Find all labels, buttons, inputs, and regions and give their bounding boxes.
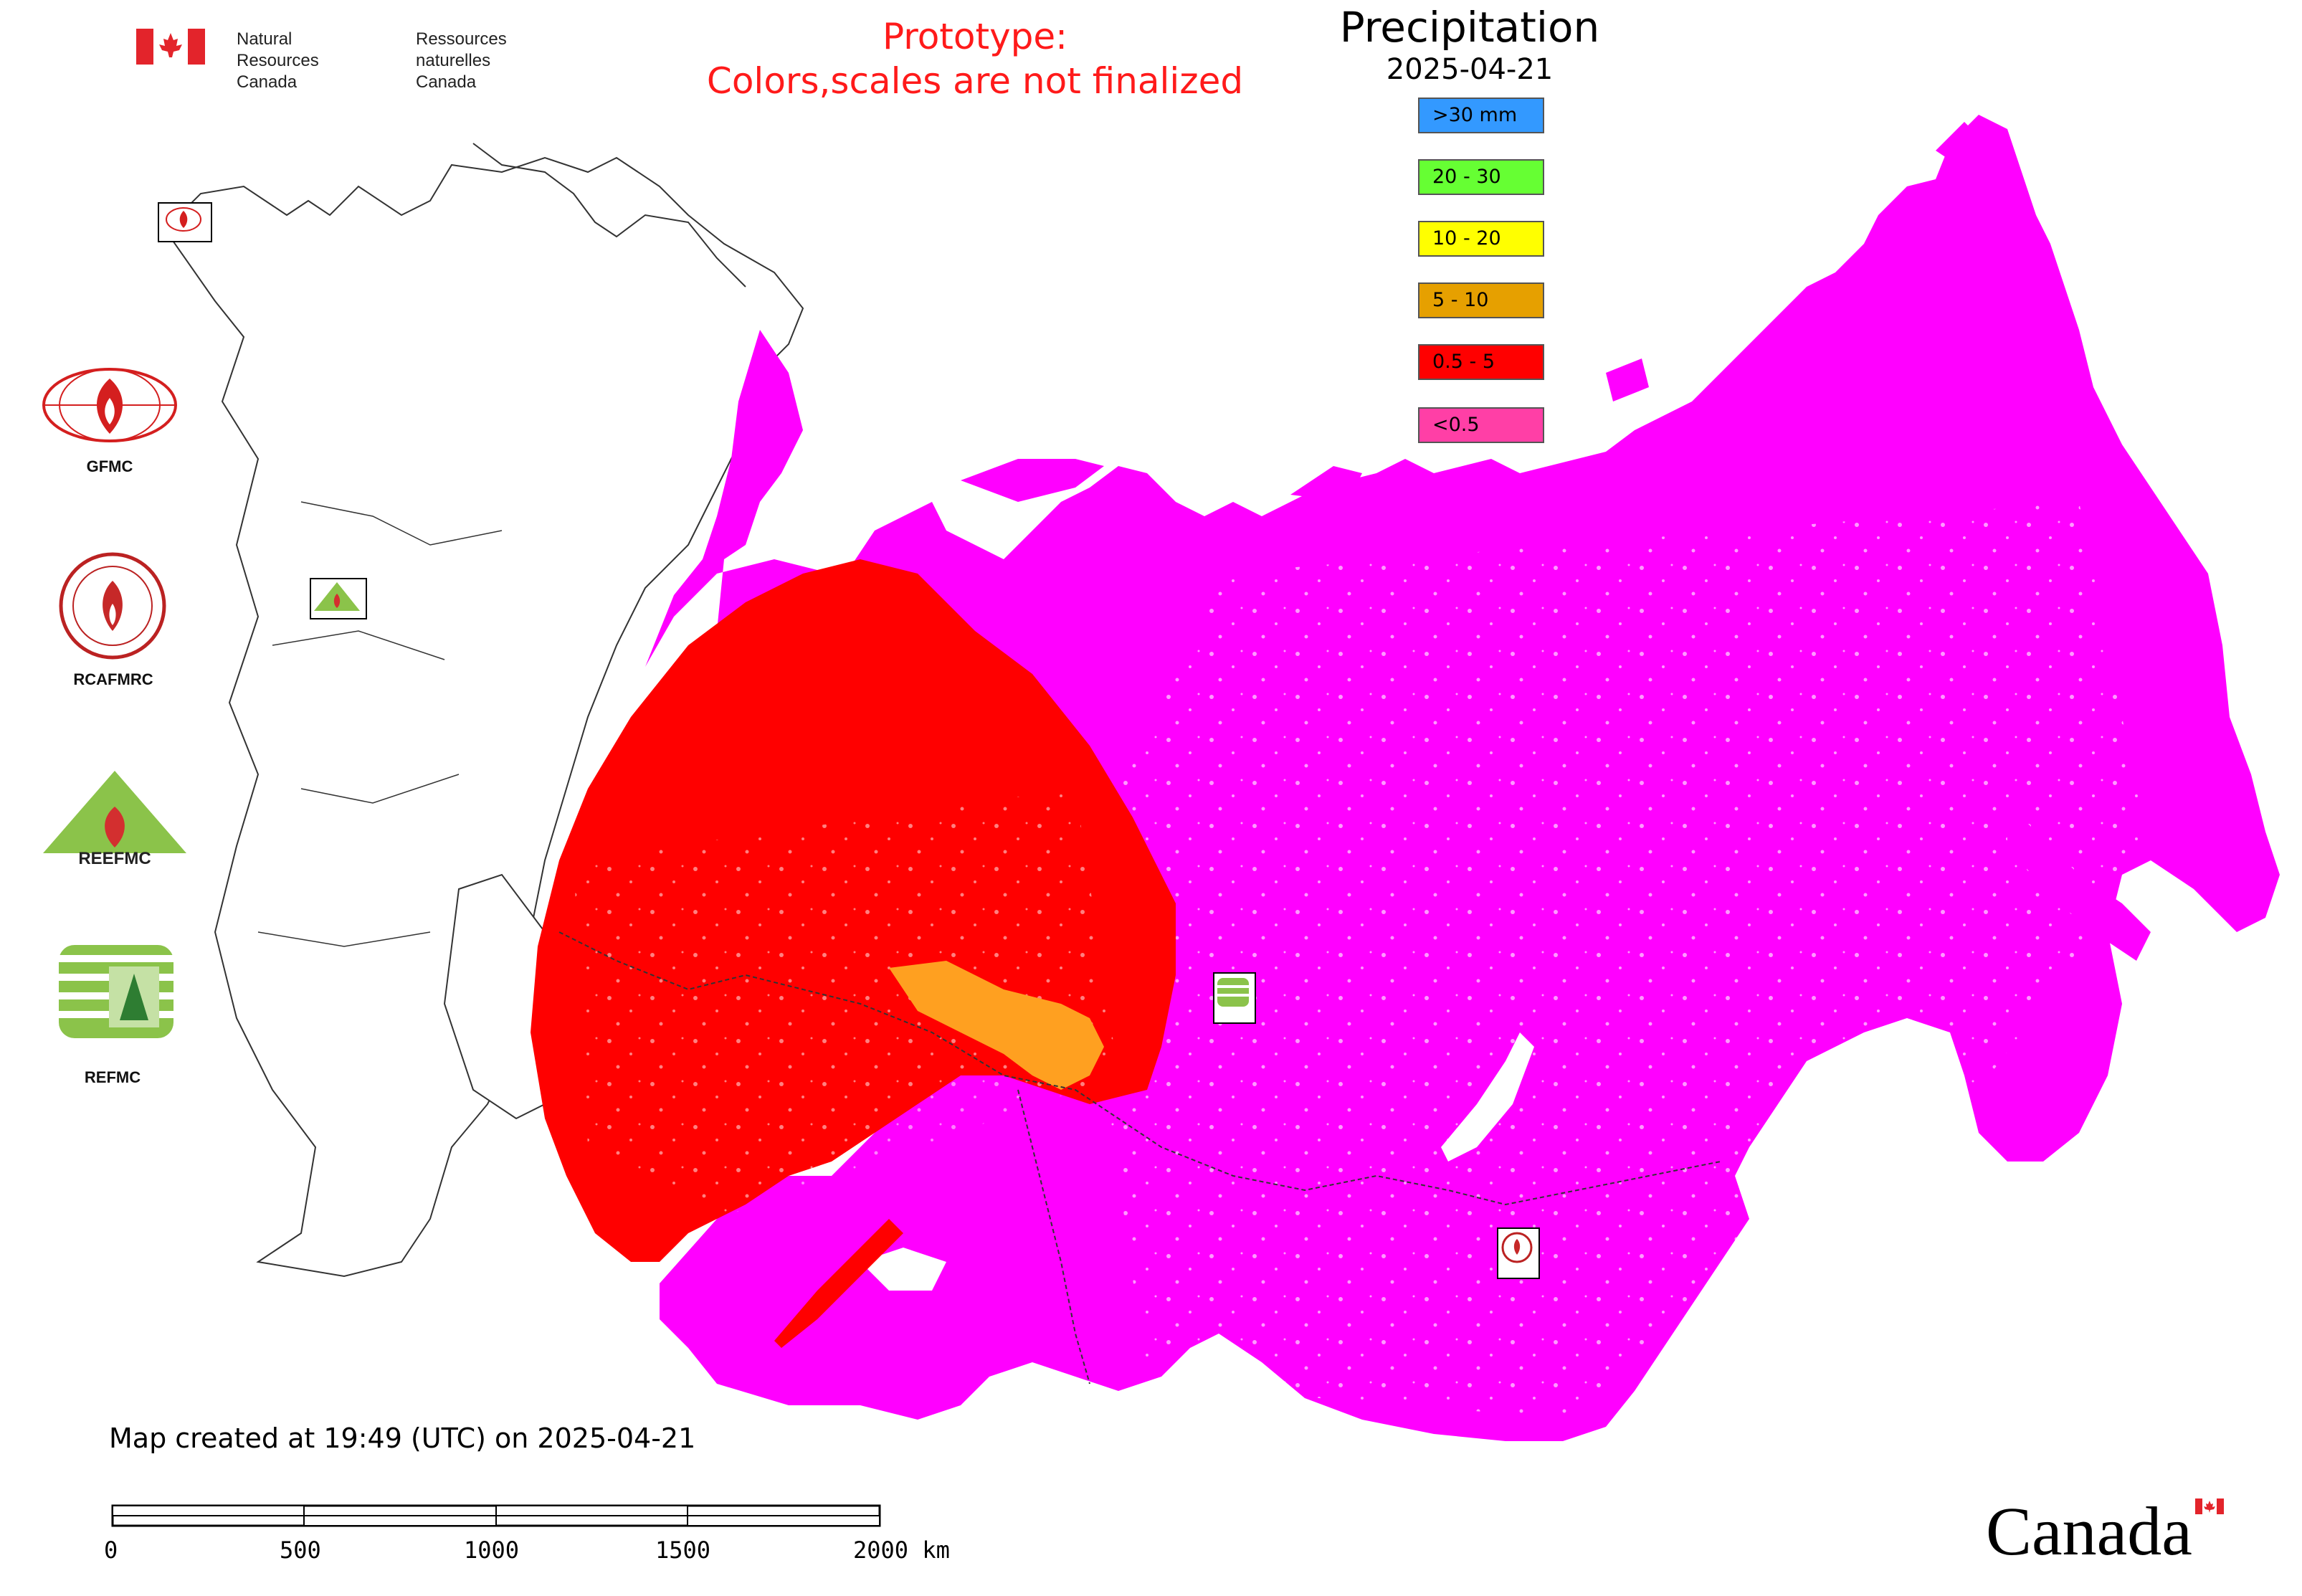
refmc-logo-icon bbox=[59, 945, 173, 1041]
moderate-precip-area bbox=[889, 961, 1104, 1090]
map-date: 2025-04-21 bbox=[1386, 53, 1554, 86]
legend-item: 0.5 - 5 bbox=[1418, 344, 1544, 380]
legend-item: 20 - 30 bbox=[1418, 159, 1544, 195]
reefmc-marker-icon[interactable] bbox=[310, 578, 367, 619]
nrcan-english-name: Natural Resources Canada bbox=[237, 29, 319, 92]
legend-item: >30 mm bbox=[1418, 98, 1544, 133]
legend-item: <0.5 bbox=[1418, 407, 1544, 443]
map-creation-caption: Map created at 19:49 (UTC) on 2025-04-21 bbox=[109, 1422, 696, 1454]
scale-tick-label: 0 bbox=[104, 1536, 118, 1564]
org-label-refmc: REFMC bbox=[84, 1068, 141, 1086]
map-title: Precipitation bbox=[1339, 3, 1600, 52]
light-precip-area bbox=[531, 559, 1176, 1348]
org-label-rcafmrc: RCAFMRC bbox=[73, 670, 153, 688]
org-label-gfmc: GFMC bbox=[86, 457, 133, 475]
scale-bar bbox=[111, 1504, 882, 1531]
gfmc-logo-icon bbox=[42, 366, 178, 447]
scale-tick-label: 1500 bbox=[655, 1536, 711, 1564]
low-precip-area bbox=[645, 115, 2280, 1441]
scale-tick-label: 2000 km bbox=[853, 1536, 950, 1564]
scale-tick-label: 1000 bbox=[464, 1536, 520, 1564]
gfmc-marker-icon[interactable] bbox=[158, 202, 212, 242]
wordmark-flag-icon bbox=[2195, 1498, 2224, 1517]
canada-wordmark: Canada bbox=[1986, 1493, 2192, 1569]
rcafmrc-logo-icon bbox=[59, 552, 166, 662]
nrcan-french-name: Ressources naturelles Canada bbox=[416, 29, 507, 92]
legend-item: 5 - 10 bbox=[1418, 282, 1544, 318]
legend-item: 10 - 20 bbox=[1418, 221, 1544, 257]
scale-tick-label: 500 bbox=[280, 1536, 321, 1564]
rcafmrc-marker-icon[interactable] bbox=[1497, 1227, 1540, 1279]
border-lines bbox=[558, 931, 1721, 1384]
svg-text:REEFMC: REEFMC bbox=[78, 849, 151, 868]
canada-flag-icon bbox=[136, 29, 205, 65]
reefmc-logo-icon: REEFMC bbox=[39, 767, 190, 870]
prototype-line-1: Prototype: bbox=[882, 16, 1068, 57]
refmc-marker-icon[interactable] bbox=[1213, 972, 1256, 1024]
prototype-notice: Prototype: Colors,scales are not finaliz… bbox=[624, 14, 1326, 103]
prototype-line-2: Colors,scales are not finalized bbox=[706, 60, 1244, 102]
